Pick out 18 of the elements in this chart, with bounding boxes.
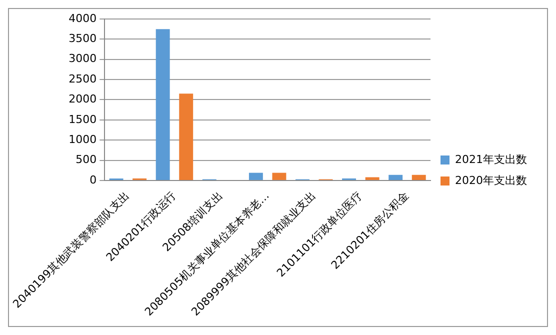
y-tick-label: 2000	[68, 92, 97, 106]
y-tick-label: 2500	[68, 72, 97, 86]
y-tick-label: 3000	[68, 52, 97, 66]
y-tick-label: 4000	[68, 12, 97, 25]
y-tick-label: 3500	[68, 32, 97, 46]
bar	[272, 172, 286, 180]
y-tick-label: 1000	[68, 132, 97, 146]
y-tick-label: 1500	[68, 112, 97, 126]
bar	[248, 172, 263, 180]
bar	[156, 29, 170, 180]
y-tick-label: 500	[76, 153, 97, 166]
y-tick-label: 0	[90, 173, 97, 186]
legend-label: 2021年支出数	[455, 152, 528, 166]
bar	[365, 177, 380, 180]
bar	[179, 94, 194, 180]
legend-label: 2020年支出数	[455, 174, 528, 187]
bar	[412, 174, 426, 180]
bar	[388, 174, 403, 180]
